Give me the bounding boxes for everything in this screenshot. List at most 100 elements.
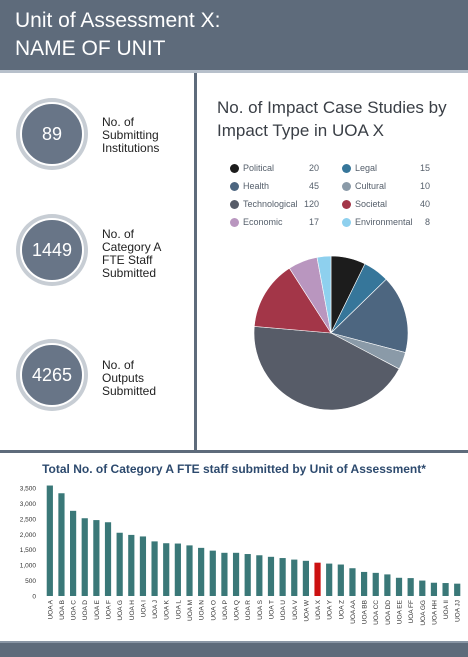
legend-item: Legal 15 [342, 162, 430, 178]
footer-rule [0, 641, 468, 643]
legend-item: Cultural 10 [342, 180, 430, 196]
x-tick-label: UOA F [106, 600, 113, 620]
bar-uoa-i [139, 536, 147, 596]
y-tick-label: 1,000 [20, 563, 37, 570]
bar-uoa-w [302, 560, 309, 596]
stat-label-line: Submitted [102, 384, 157, 398]
stat-label: No. of Category A FTE Staff Submitted [102, 228, 161, 280]
pie-slice-societal [253, 267, 332, 334]
bar-uoa-m [186, 545, 193, 596]
x-tick-label: UOA A [47, 599, 54, 619]
stat-outputs: 4265 No. of Outputs Submitted [16, 339, 196, 411]
y-tick-label: 500 [25, 578, 36, 585]
legend-label: Economic [243, 217, 283, 227]
stat-submitting-institutions: 89 No. of Submitting Institutions [16, 98, 196, 170]
legend-swatch [230, 218, 239, 227]
bar-uoa-k [163, 543, 170, 596]
bar-uoa-l [174, 543, 181, 596]
x-tick-label: UOA II [443, 600, 450, 619]
legend-value: 45 [308, 181, 319, 191]
bar-uoa-ff [407, 578, 414, 596]
legend-swatch [230, 182, 239, 191]
bar-uoa-ee [395, 577, 403, 596]
stat-label-line: No. of [102, 358, 135, 372]
legend-label: Societal [355, 199, 388, 209]
x-tick-label: UOA S [257, 599, 264, 620]
x-tick-label: UOA GG [420, 600, 427, 626]
stat-disc [20, 102, 84, 166]
bar-uoa-j [151, 541, 158, 596]
bar-uoa-cc [372, 572, 379, 596]
legend-label: Political [243, 163, 275, 173]
bar-uoa-jj [454, 583, 461, 596]
bar-uoa-b [58, 493, 65, 596]
stat-disc [20, 218, 84, 282]
y-tick-label: 3,000 [20, 501, 37, 508]
x-tick-label: UOA K [164, 599, 171, 620]
x-tick-label: UOA I [140, 600, 147, 618]
header-banner: Unit of Assessment X: NAME OF UNIT [0, 0, 468, 70]
legend-label: Technological [243, 199, 298, 209]
stat-label: No. of Outputs Submitted [102, 359, 156, 398]
bar-uoa-z [337, 564, 344, 596]
x-tick-label: UOA FF [408, 600, 415, 624]
legend-value: 10 [419, 181, 430, 191]
legend-value: 8 [424, 217, 430, 227]
legend-label: Health [243, 181, 270, 191]
y-tick-label: 0 [32, 594, 36, 601]
x-tick-label: UOA BB [362, 600, 369, 624]
bar-uoa-v [291, 559, 298, 596]
legend-item: Environmental 8 [342, 216, 430, 232]
stat-value: 89 [41, 124, 63, 144]
x-tick-label: UOA AA [350, 599, 357, 624]
stat-value: 1449 [31, 240, 73, 260]
bar-uoa-o [209, 550, 216, 596]
x-tick-label: UOA Y [327, 599, 334, 619]
pie-slice-health [330, 278, 409, 353]
x-tick-label: UOA EE [397, 599, 404, 624]
legend-item: Societal 40 [342, 198, 430, 214]
bar-uoa-e [93, 520, 100, 596]
x-tick-label: UOA R [245, 600, 252, 621]
x-tick-label: UOA T [268, 600, 275, 619]
legend-item: Political 20 [230, 162, 319, 178]
pie-slice-environmental [316, 255, 332, 334]
legend-item: Technological 120 [230, 198, 319, 214]
bar-uoa-d [81, 518, 88, 596]
x-tick-label: UOA O [210, 600, 217, 621]
x-tick-label: UOA D [82, 600, 89, 621]
stat-fte-staff: 1449 No. of Category A FTE Staff Submitt… [16, 214, 196, 286]
pie-slice-technological [253, 326, 400, 411]
bar-uoa-a [46, 485, 53, 596]
legend-swatch [342, 182, 351, 191]
legend-label: Legal [355, 163, 378, 173]
y-tick-label: 1,500 [20, 547, 37, 554]
stat-label-line: Institutions [102, 141, 160, 155]
bar-uoa-p [221, 552, 228, 596]
x-tick-label: UOA V [292, 599, 299, 620]
bar-uoa-r [244, 554, 251, 596]
bar-uoa-dd [384, 574, 391, 596]
legend-label: Environmental [355, 217, 413, 227]
stat-label-line: Submitting [102, 128, 159, 142]
x-tick-label: UOA Z [338, 600, 345, 620]
legend-value: 20 [308, 163, 319, 173]
x-tick-label: UOA W [303, 599, 310, 622]
bar-uoa-ii [442, 583, 449, 596]
bar-uoa-n [198, 547, 205, 596]
legend-item: Economic 17 [230, 216, 319, 232]
bar-uoa-c [70, 510, 77, 596]
bar-uoa-q [232, 552, 240, 596]
stat-label-line: FTE Staff [102, 253, 153, 267]
unit-name: NAME OF UNIT [15, 37, 166, 60]
x-tick-label: UOA CC [373, 600, 380, 625]
x-tick-label: UOA P [222, 600, 229, 620]
unit-title: Unit of Assessment X: [15, 9, 221, 32]
bar-chart: 3,500 3,000 2,500 2,000 1,500 1,000 500 0 UOA A U… [20, 485, 462, 626]
x-tick-label: UOA X [315, 599, 322, 620]
x-tick-label: UOA C [71, 600, 78, 621]
stat-value: 4265 [31, 365, 73, 385]
legend-swatch [230, 200, 239, 209]
legend-value: 15 [419, 163, 430, 173]
bar-uoa-aa [349, 568, 356, 596]
